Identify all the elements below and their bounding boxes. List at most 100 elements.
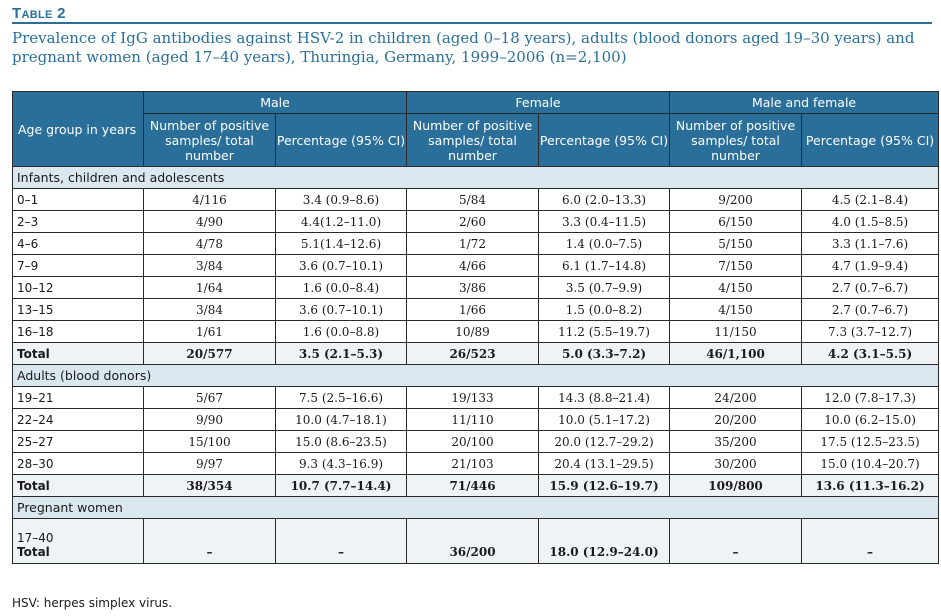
footnote: HSV: herpes simplex virus. [12,596,173,610]
value-cell: 6/150 [669,210,803,233]
table-body: Infants, children and adolescents 0–1 4/11… [11,166,940,564]
value-cell: 9/90 [143,408,276,431]
value-cell: 2.7 (0.7–6.7) [801,298,940,321]
table-row: 4–6 4/78 5.1(1.4–12.6) 1/72 1.4 (0.0–7.5) 5/1… [12,232,940,255]
value-cell: 3/84 [143,298,276,321]
value-cell: 17.5 (12.5–23.5) [801,430,940,453]
value-cell: 20.0 (12.7–29.2) [538,430,671,453]
total-value-cell: 109/800 [669,474,803,497]
value-cell: 35/200 [669,430,803,453]
value-cell: 9/97 [143,452,276,475]
value-cell: 11/110 [406,408,540,431]
value-cell: 3.3 (0.4–11.5) [538,210,671,233]
pregnant-value-cell: – [274,518,408,564]
value-cell: 1/66 [406,298,540,321]
total-label-cell: Total [12,474,144,497]
table-row: 16–18 1/61 1.6 (0.0–8.8) 10/89 11.2 (5.5–19.… [12,320,940,343]
header-group-male: Male [142,91,408,114]
header-percentage: Percentage (95% CI) [274,113,408,167]
value-cell: 4/90 [143,210,276,233]
header-samples: Number of positive samples/ total number [143,113,276,167]
value-cell: 4.0 (1.5–8.5) [801,210,940,233]
table-row: 0–1 4/116 3.4 (0.9–8.6) 5/84 6.0 (2.0–13.3) 9… [12,188,940,211]
value-cell: 5.1(1.4–12.6) [274,232,408,255]
value-cell: 9.3 (4.3–16.9) [274,452,408,475]
header-group-female: Female [406,91,671,114]
value-cell: 10.0 (6.2–15.0) [801,408,940,431]
value-cell: 1/61 [143,320,276,343]
value-cell: 11/150 [669,320,803,343]
value-cell: 4/78 [143,232,276,255]
section-title: Pregnant women [11,496,940,519]
value-cell: 6.1 (1.7–14.8) [538,254,671,277]
prevalence-table: Age group in years Male Female Male and … [11,91,940,564]
table-caption: Prevalence of IgG antibodies against HSV… [12,29,915,66]
total-value-cell: 46/1,100 [669,342,803,365]
value-cell: 9/200 [669,188,803,211]
total-value-cell: 15.9 (12.6–19.7) [538,474,671,497]
table-row: 10–12 1/64 1.6 (0.0–8.4) 3/86 3.5 (0.7–9.9) 4… [12,276,940,299]
table-row: 2–3 4/90 4.4(1.2–11.0) 2/60 3.3 (0.4–11.5) 6/… [12,210,940,233]
table-row: 25–27 15/100 15.0 (8.6–23.5) 20/100 20.0 (12… [12,430,940,453]
total-row: Total 20/577 3.5 (2.1–5.3) 26/523 5.0 (3.3–7… [12,342,940,365]
total-value-cell: 20/577 [143,342,276,365]
age-group-cell: 25–27 [12,430,144,453]
value-cell: 30/200 [669,452,803,475]
age-group-cell: 19–21 [12,386,144,409]
value-cell: 4/66 [406,254,540,277]
section-header-row: Adults (blood donors) [11,364,940,387]
section-title: Adults (blood donors) [11,364,940,387]
value-cell: 19/133 [406,386,540,409]
value-cell: 1/64 [143,276,276,299]
age-group-cell: 10–12 [12,276,144,299]
age-group-cell: 7–9 [12,254,144,277]
header-samples: Number of positive samples/ total number [669,113,803,167]
value-cell: 15.0 (8.6–23.5) [274,430,408,453]
total-value-cell: 4.2 (3.1–5.5) [801,342,940,365]
title-rule [12,22,932,24]
age-group-cell: 22–24 [12,408,144,431]
pregnant-total-label: Total [17,545,50,559]
value-cell: 4.7 (1.9–9.4) [801,254,940,277]
value-cell: 20.4 (13.1–29.5) [538,452,671,475]
pregnant-value-cell: – [801,518,940,564]
value-cell: 4/116 [143,188,276,211]
table-row: 19–21 5/67 7.5 (2.5–16.6) 19/133 14.3 (8.8–2… [12,386,940,409]
header-age-group: Age group in years [12,91,144,167]
total-value-cell: 5.0 (3.3–7.2) [538,342,671,365]
pregnant-age-cell: 17–40 Total [12,518,144,564]
pregnant-row: 17–40 Total – –36/200 18.0 (12.9–24.0) – – [12,518,940,564]
value-cell: 10.0 (4.7–18.1) [274,408,408,431]
pregnant-age: 17–40 [17,531,54,545]
value-cell: 7.5 (2.5–16.6) [274,386,408,409]
value-cell: 15/100 [143,430,276,453]
value-cell: 21/103 [406,452,540,475]
pregnant-value-cell: – [143,518,276,564]
value-cell: 5/67 [143,386,276,409]
pregnant-value-cell: 36/200 [406,518,540,564]
value-cell: 3.6 (0.7–10.1) [274,254,408,277]
table-row: 28–30 9/97 9.3 (4.3–16.9) 21/103 20.4 (13.1–… [12,452,940,475]
total-row: Total 38/354 10.7 (7.7–14.4) 71/446 15.9 (12… [12,474,940,497]
value-cell: 20/100 [406,430,540,453]
value-cell: 4/150 [669,298,803,321]
age-group-cell: 16–18 [12,320,144,343]
total-value-cell: 10.7 (7.7–14.4) [274,474,408,497]
header-percentage: Percentage (95% CI) [801,113,940,167]
value-cell: 5/84 [406,188,540,211]
value-cell: 3/86 [406,276,540,299]
pregnant-value-cell: – [669,518,803,564]
header-group-both: Male and female [669,91,940,114]
value-cell: 4.5 (2.1–8.4) [801,188,940,211]
age-group-cell: 2–3 [12,210,144,233]
value-cell: 2/60 [406,210,540,233]
value-cell: 1.5 (0.0–8.2) [538,298,671,321]
value-cell: 1.6 (0.0–8.8) [274,320,408,343]
value-cell: 3.3 (1.1–7.6) [801,232,940,255]
value-cell: 14.3 (8.8–21.4) [538,386,671,409]
value-cell: 6.0 (2.0–13.3) [538,188,671,211]
value-cell: 4/150 [669,276,803,299]
header-percentage: Percentage (95% CI) [538,113,671,167]
value-cell: 3.4 (0.9–8.6) [274,188,408,211]
value-cell: 5/150 [669,232,803,255]
